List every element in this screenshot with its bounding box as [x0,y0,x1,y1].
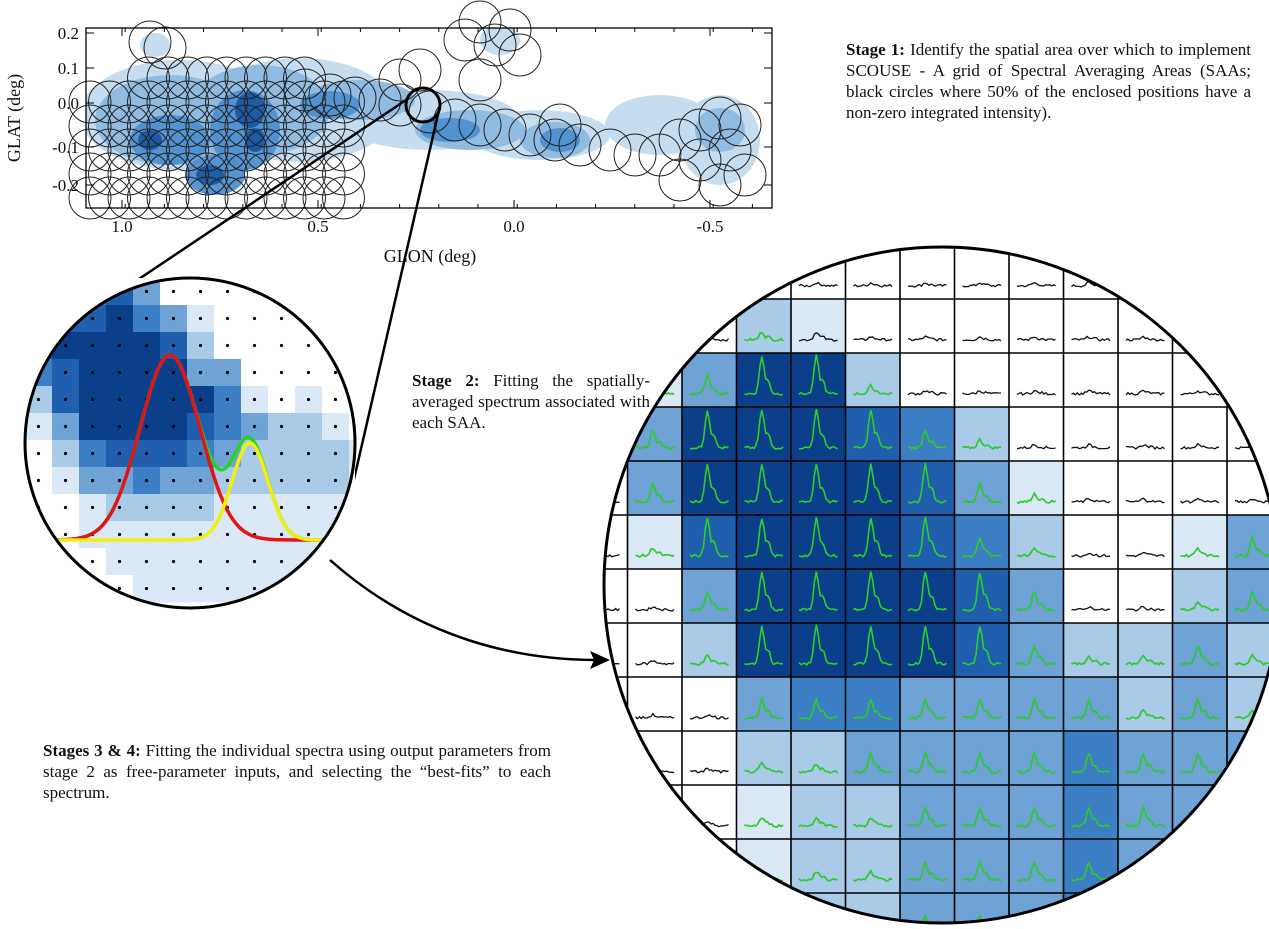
map-frame [85,27,773,209]
map-xtick-label: 1.0 [111,217,132,236]
map-panel: 1.0 0.5 0.0 -0.5 0.2 0.1 0.0 -0.1 -0.2 GLON (de… [4,0,773,267]
stage1-caption: Stage 1: Identify the spatial area over … [846,39,1251,123]
map-xtick-labels: 1.0 0.5 0.0 -0.5 [111,217,723,236]
stage1-text: Identify the spatial area over which to … [846,40,1252,122]
spectra-grid-circle [602,245,1269,925]
stage1-title: Stage 1: [846,40,905,59]
stage2-text: Fitting the spatially-averaged spectrum … [412,371,650,432]
stage34-text: Fitting the individual spectra using out… [43,741,551,802]
stage34-caption: Stages 3 & 4: Fitting the individual spe… [43,740,551,803]
map-ytick-label: 0.0 [58,94,79,113]
map-ytick-labels: 0.2 0.1 0.0 -0.1 -0.2 [52,24,79,195]
stage2-title: Stage 2: [412,371,480,390]
map-ytick-label: -0.2 [52,176,79,195]
saa-zoom-circle [23,276,357,610]
saa-spectra [45,353,339,542]
stage2-caption: Stage 2: Fitting the spatially-averaged … [412,370,650,433]
map-xlabel: GLON (deg) [384,246,476,267]
saa-circles [68,0,767,220]
map-ytick-label: 0.1 [58,59,79,78]
selected-saa-circle [404,86,442,124]
map-xtick-label: 0.0 [503,217,524,236]
stage34-title: Stages 3 & 4: [43,741,141,760]
map-ticks [85,28,772,208]
map-xtick-label: 0.5 [307,217,328,236]
map-ylabel: GLAT (deg) [4,74,25,162]
stage-arrow [329,559,610,669]
map-ytick-label: 0.2 [58,24,79,43]
map-xtick-label: -0.5 [697,217,724,236]
map-ytick-label: -0.1 [52,138,79,157]
